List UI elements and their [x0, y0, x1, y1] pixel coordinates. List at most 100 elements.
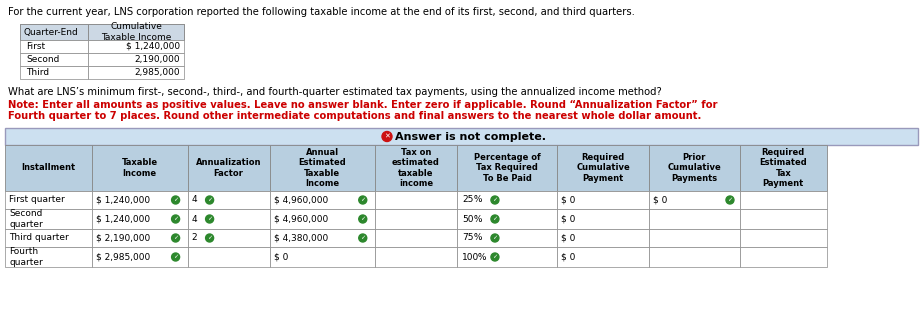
Text: ✓: ✓: [492, 216, 497, 221]
Circle shape: [491, 253, 499, 261]
Bar: [557, 191, 649, 209]
Text: $ 4,960,000: $ 4,960,000: [274, 214, 328, 223]
Bar: [649, 209, 740, 229]
Bar: [557, 247, 649, 267]
Text: $ 0: $ 0: [274, 253, 288, 262]
Bar: [88, 24, 184, 40]
Bar: [457, 145, 557, 191]
Bar: [740, 191, 827, 209]
Text: Fourth quarter to 7 places. Round other intermediate computations and final answ: Fourth quarter to 7 places. Round other …: [8, 111, 701, 121]
Bar: [649, 247, 740, 267]
Text: 75: 75: [462, 233, 473, 243]
Bar: [91, 145, 188, 191]
Text: Fourth
quarter: Fourth quarter: [9, 247, 43, 267]
Text: Percentage of
Tax Required
To Be Paid: Percentage of Tax Required To Be Paid: [474, 153, 541, 183]
Bar: [5, 145, 91, 191]
Text: 50: 50: [462, 214, 473, 223]
Bar: [270, 145, 375, 191]
Text: 4: 4: [191, 196, 197, 204]
Bar: [188, 145, 270, 191]
Circle shape: [172, 196, 179, 204]
Bar: [740, 229, 827, 247]
Text: Second: Second: [26, 55, 59, 64]
Bar: [5, 191, 91, 209]
Bar: [457, 229, 557, 247]
Circle shape: [359, 215, 367, 223]
Text: $ 2,985,000: $ 2,985,000: [96, 253, 150, 262]
Bar: [5, 229, 91, 247]
Bar: [740, 145, 827, 191]
Bar: [375, 145, 457, 191]
Bar: [91, 229, 188, 247]
Text: $ 4,960,000: $ 4,960,000: [274, 196, 328, 204]
Text: Answer is not complete.: Answer is not complete.: [395, 132, 546, 141]
Text: $ 0: $ 0: [562, 233, 576, 243]
Circle shape: [491, 196, 499, 204]
Circle shape: [491, 215, 499, 223]
Circle shape: [172, 215, 179, 223]
Circle shape: [206, 234, 213, 242]
Circle shape: [491, 234, 499, 242]
Bar: [88, 66, 184, 79]
Text: ✓: ✓: [360, 216, 365, 221]
Text: Quarter-End: Quarter-End: [24, 27, 79, 37]
Text: $ 1,240,000: $ 1,240,000: [96, 214, 150, 223]
Text: ✓: ✓: [173, 198, 178, 202]
Text: Required
Cumulative
Payment: Required Cumulative Payment: [577, 153, 630, 183]
Bar: [270, 191, 375, 209]
Text: %: %: [471, 196, 482, 204]
Text: Third quarter: Third quarter: [9, 233, 68, 243]
Text: $ 0: $ 0: [562, 214, 576, 223]
Text: Cumulative
Taxable Income: Cumulative Taxable Income: [101, 22, 171, 42]
Bar: [649, 191, 740, 209]
Text: $ 0: $ 0: [562, 253, 576, 262]
Text: ✓: ✓: [173, 216, 178, 221]
Text: ✓: ✓: [492, 198, 497, 202]
Bar: [270, 209, 375, 229]
Bar: [740, 209, 827, 229]
Text: $ 2,190,000: $ 2,190,000: [96, 233, 150, 243]
Bar: [457, 209, 557, 229]
Bar: [88, 53, 184, 66]
Bar: [557, 209, 649, 229]
Text: Third: Third: [26, 68, 49, 77]
Text: Prior
Cumulative
Payments: Prior Cumulative Payments: [667, 153, 722, 183]
Text: Second
quarter: Second quarter: [9, 209, 43, 229]
Text: ✓: ✓: [492, 255, 497, 260]
Text: $ 1,240,000: $ 1,240,000: [126, 42, 180, 51]
Text: $ 4,380,000: $ 4,380,000: [274, 233, 328, 243]
Text: Required
Estimated
Tax
Payment: Required Estimated Tax Payment: [760, 148, 808, 188]
Bar: [740, 247, 827, 267]
Text: First quarter: First quarter: [9, 196, 65, 204]
Bar: [20, 40, 88, 53]
Bar: [20, 24, 88, 40]
Text: ✓: ✓: [727, 198, 733, 202]
Text: ✓: ✓: [207, 216, 213, 221]
Bar: [188, 191, 270, 209]
Text: $ 1,240,000: $ 1,240,000: [96, 196, 150, 204]
Text: What are LNS’s minimum first-, second-, third-, and fourth-quarter estimated tax: What are LNS’s minimum first-, second-, …: [8, 87, 662, 97]
Bar: [649, 229, 740, 247]
Text: $ 0: $ 0: [652, 196, 667, 204]
Text: ✓: ✓: [207, 198, 213, 202]
Bar: [375, 209, 457, 229]
Bar: [91, 209, 188, 229]
Text: %: %: [471, 214, 482, 223]
Text: Annual
Estimated
Taxable
Income: Annual Estimated Taxable Income: [298, 148, 346, 188]
Text: Installment: Installment: [21, 163, 76, 173]
Text: 25: 25: [462, 196, 473, 204]
Bar: [270, 229, 375, 247]
Bar: [557, 145, 649, 191]
Text: ✓: ✓: [207, 236, 213, 241]
Bar: [20, 24, 184, 40]
Bar: [375, 229, 457, 247]
Bar: [188, 247, 270, 267]
Bar: [188, 229, 270, 247]
Bar: [375, 191, 457, 209]
Circle shape: [172, 234, 179, 242]
Text: ✕: ✕: [384, 134, 390, 139]
Bar: [188, 209, 270, 229]
Text: Tax on
estimated
taxable
income: Tax on estimated taxable income: [392, 148, 440, 188]
Bar: [649, 145, 740, 191]
Text: For the current year, LNS corporation reported the following taxable income at t: For the current year, LNS corporation re…: [8, 7, 635, 17]
